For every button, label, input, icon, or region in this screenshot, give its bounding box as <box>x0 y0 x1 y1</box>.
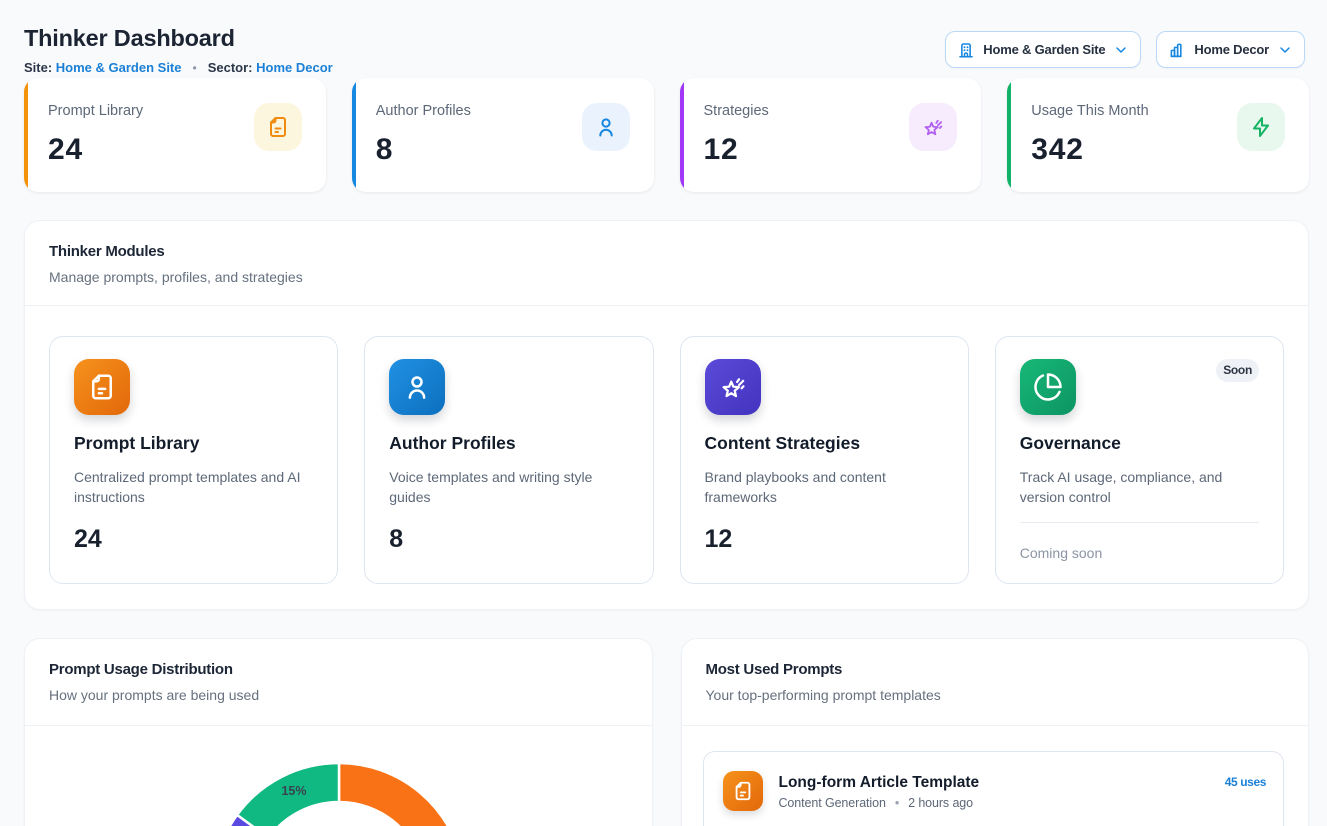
svg-text:15%: 15% <box>281 784 306 798</box>
